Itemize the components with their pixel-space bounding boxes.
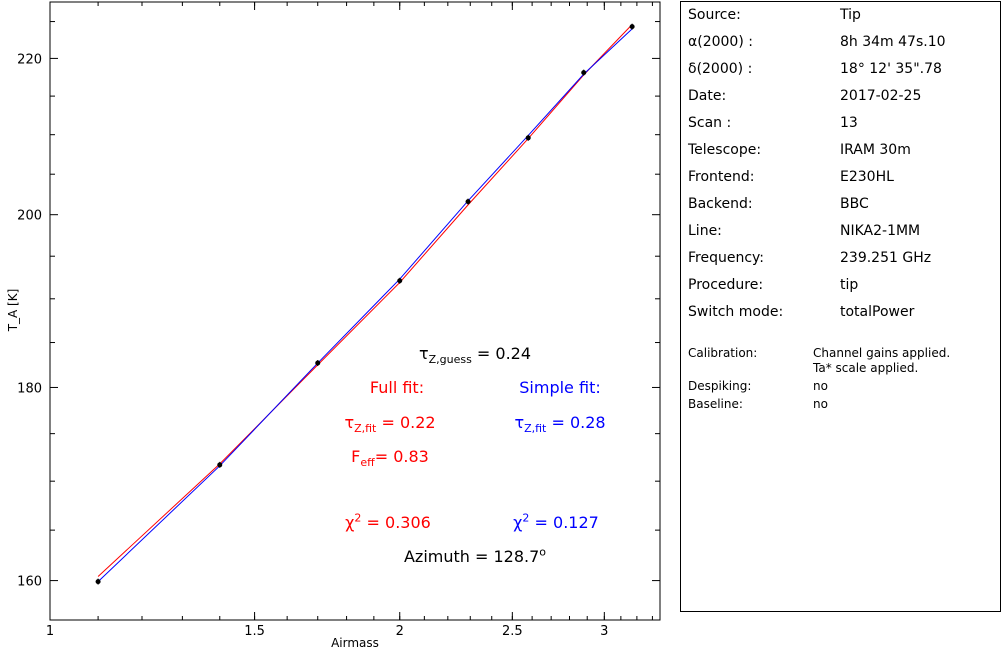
info-row: Frontend: E230HL xyxy=(688,169,894,185)
y-tick-label: 160 xyxy=(17,575,42,590)
info-row: Procedure: tip xyxy=(688,277,858,293)
chi2-simple-label: χ2 = 0.127 xyxy=(513,511,599,532)
data-point xyxy=(315,360,321,366)
info-row: Source: Tip xyxy=(688,7,861,23)
info-small-row: Calibration: Channel gains applied. xyxy=(688,346,950,360)
info-value: 8h 34m 47s.10 xyxy=(840,34,946,50)
info-label: Switch mode: xyxy=(688,304,784,320)
info-value: BBC xyxy=(840,196,869,212)
info-value: 2017-02-25 xyxy=(840,88,922,104)
info-small-row: Despiking: no xyxy=(688,379,828,393)
scan-info-panel: Source: Tip α(2000) : 8h 34m 47s.10 δ(2000) … xyxy=(680,1,1001,612)
info-label: Calibration: xyxy=(688,346,758,360)
x-tick-label: 2.5 xyxy=(502,624,523,639)
info-row: Frequency: 239.251 GHz xyxy=(688,250,931,266)
info-value: 239.251 GHz xyxy=(840,250,932,266)
info-row: Telescope: IRAM 30m xyxy=(688,142,911,158)
azimuth-label: Azimuth = 128.7o xyxy=(403,545,547,566)
info-label: Backend: xyxy=(688,196,753,212)
tau-simple-fit-label: τZ,fit = 0.28 xyxy=(514,413,606,435)
info-label: Date: xyxy=(688,88,727,104)
info-label: Line: xyxy=(688,223,722,239)
data-point xyxy=(397,278,403,284)
info-small-row: Baseline: no xyxy=(688,397,828,411)
data-point xyxy=(525,135,531,141)
info-label: α(2000) : xyxy=(688,34,753,50)
info-value: tip xyxy=(840,277,859,293)
feff-label: Feff= 0.83 xyxy=(351,447,429,469)
info-label: Despiking: xyxy=(688,379,752,393)
data-point xyxy=(581,70,587,76)
info-value: 18° 12' 35".78 xyxy=(840,61,942,77)
info-label: Scan : xyxy=(688,115,732,131)
info-value: Ta* scale applied. xyxy=(813,361,919,375)
info-label: Baseline: xyxy=(688,397,743,411)
info-row: Backend: BBC xyxy=(688,196,869,212)
info-row: Scan : 13 xyxy=(688,115,858,131)
info-label: Procedure: xyxy=(688,277,764,293)
info-label: Frontend: xyxy=(688,169,755,185)
info-value: no xyxy=(813,397,828,411)
y-tick-label: 180 xyxy=(17,381,42,396)
tip-chart: 1 1.5 2 2.5 3 160 180 200 220 Airmass xyxy=(17,1,661,649)
plot-frame xyxy=(49,1,661,621)
info-value: no xyxy=(813,379,828,393)
info-value: 13 xyxy=(840,115,858,131)
simple-fit-line xyxy=(97,28,633,582)
info-value: Channel gains applied. xyxy=(813,346,951,360)
info-value: E230HL xyxy=(840,169,894,185)
data-point xyxy=(629,24,635,30)
info-value: totalPower xyxy=(840,304,915,320)
x-tick-label: 1.5 xyxy=(244,624,265,639)
full-fit-line xyxy=(97,24,633,577)
x-tick-label: 2 xyxy=(396,624,404,639)
info-row: α(2000) : 8h 34m 47s.10 xyxy=(688,34,946,50)
data-point xyxy=(95,579,101,585)
chi2-full-label: χ2 = 0.306 xyxy=(345,511,431,532)
x-axis-label: Airmass xyxy=(331,636,379,649)
tau-full-fit-label: τZ,fit = 0.22 xyxy=(344,413,436,435)
info-row: Switch mode: totalPower xyxy=(688,304,914,320)
data-point xyxy=(217,462,223,468)
x-tick-label: 1 xyxy=(46,624,54,639)
info-label: Source: xyxy=(688,7,741,23)
info-row: Date: 2017-02-25 xyxy=(688,88,921,104)
info-label: Frequency: xyxy=(688,250,765,266)
y-tick-label: 220 xyxy=(17,52,42,67)
info-label: δ(2000) : xyxy=(688,61,753,77)
tau-guess-label: τZ,guess = 0.24 xyxy=(418,344,532,366)
info-label: Telescope: xyxy=(688,142,762,158)
info-value: IRAM 30m xyxy=(840,142,911,158)
info-value: Tip xyxy=(840,7,861,23)
info-row: δ(2000) : 18° 12' 35".78 xyxy=(688,61,942,77)
info-row: Line: NIKA2-1MM xyxy=(688,223,920,239)
x-tick-label: 3 xyxy=(600,624,608,639)
y-axis-label: T_A [K] xyxy=(6,288,20,332)
data-point xyxy=(465,199,471,205)
info-value: NIKA2-1MM xyxy=(840,223,921,239)
full-fit-title: Full fit: xyxy=(369,378,425,397)
y-tick-label: 200 xyxy=(17,209,42,224)
simple-fit-title: Simple fit: xyxy=(519,378,601,397)
